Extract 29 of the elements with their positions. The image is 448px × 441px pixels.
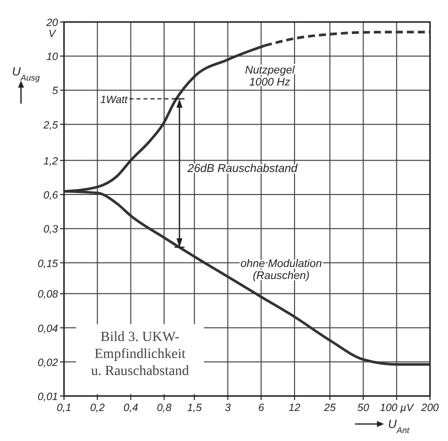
text: V	[48, 28, 56, 40]
annotation: 1Watt	[100, 94, 129, 106]
x-tick-label: 6	[258, 402, 264, 414]
y-tick-label: 10	[46, 51, 58, 64]
x-tick-label: 0,1	[56, 402, 72, 414]
x-tick-label: 0,4	[123, 402, 138, 414]
x-tick-label: 200	[420, 402, 439, 414]
y-tick-label: 0,04	[38, 322, 58, 335]
y-tick-label: 0,01	[38, 391, 58, 403]
x-tick-label: 12	[288, 402, 301, 414]
y-tick-label: 0,3	[43, 224, 58, 236]
x-tick-label: 25	[323, 402, 336, 414]
x-tick-label: 100 µV	[380, 402, 414, 414]
y-tick-label: 20	[45, 17, 58, 29]
x-tick-label: 1,5	[187, 402, 202, 414]
x-tick-label: 50	[357, 402, 370, 414]
y-tick-label: 0,15	[38, 258, 58, 270]
y-tick-label: 1,2	[43, 155, 58, 168]
y-tick-label: 0,02	[38, 356, 58, 369]
x-tick-label: 0,8	[156, 402, 172, 414]
y-tick-label: 0,08	[38, 288, 58, 301]
x-tick-label: 0,2	[90, 402, 105, 414]
x-tick-label: 3	[224, 402, 231, 414]
y-tick-label: 5	[52, 85, 58, 98]
annotation: Bild 3. UKW- Empfindlichkeit u. Rauschabstand	[91, 330, 189, 380]
y-tick-label: 2,5	[42, 119, 58, 132]
y-axis-title: U$_{Ausg}$	[12, 64, 40, 83]
y-tick-label: 0,6	[43, 190, 58, 202]
x-axis-title: U$_{Ant}$	[388, 417, 410, 435]
